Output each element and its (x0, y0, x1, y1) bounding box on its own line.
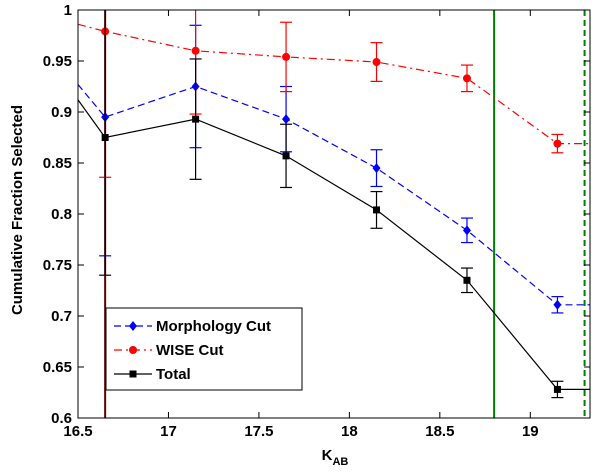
data-point-2-3 (282, 52, 291, 61)
y-axis-label: Cumulative Fraction Selected (9, 105, 26, 315)
legend-marker-2 (129, 346, 137, 354)
data-point-3-2 (192, 115, 200, 123)
data-point-2-5 (462, 74, 471, 83)
legend-box (105, 307, 303, 391)
x-tick-label: 17.5 (244, 423, 273, 440)
series-line-2 (78, 23, 590, 145)
data-point-3-4 (373, 206, 381, 214)
x-tick-label: 16.5 (63, 423, 92, 440)
x-tick-label: 18.5 (425, 423, 454, 440)
y-tick-label: 0.7 (51, 308, 72, 325)
y-tick-label: 0.95 (43, 53, 72, 70)
series-line-1 (78, 84, 590, 306)
y-tick-label: 0.85 (43, 155, 72, 172)
y-tick-label: 0.75 (43, 257, 72, 274)
y-tick-label: 1 (64, 2, 72, 19)
data-point-1-3 (282, 114, 291, 125)
legend-marker-3 (129, 370, 137, 378)
data-point-3-3 (282, 152, 290, 160)
legend: Morphology Cut WISE Cut Total (105, 307, 303, 391)
x-tick-label: 18 (341, 423, 358, 440)
legend-marker-1 (129, 321, 137, 331)
data-point-2-6 (553, 139, 562, 148)
data-point-2-2 (191, 46, 200, 55)
data-point-1-5 (462, 225, 471, 236)
x-axis-label-subscript: AB (332, 456, 348, 468)
data-point-3-6 (553, 385, 561, 393)
x-tick-label: 17 (160, 423, 177, 440)
data-point-3-1 (101, 134, 109, 141)
legend-label-2: WISE Cut (156, 342, 224, 359)
data-point-1-6 (553, 299, 562, 310)
data-point-1-4 (372, 163, 381, 174)
legend-label-1: Morphology Cut (156, 318, 271, 335)
x-tick-label: 19 (522, 423, 539, 440)
data-point-3-5 (463, 276, 471, 284)
y-tick-label: 0.8 (51, 206, 72, 223)
y-tick-label: 0.9 (51, 104, 72, 121)
x-axis-label: KAB (322, 447, 349, 468)
data-point-2-4 (372, 58, 381, 67)
y-tick-label: 0.6 (51, 410, 72, 427)
x-axis-label-main: K (322, 447, 333, 464)
y-tick-label: 0.65 (43, 359, 72, 376)
legend-label-3: Total (156, 366, 191, 383)
axes: 16.5 17 17.5 18 18.5 19 0.6 0.65 0.7 0.75 0.8 0.85 0… (43, 2, 591, 440)
